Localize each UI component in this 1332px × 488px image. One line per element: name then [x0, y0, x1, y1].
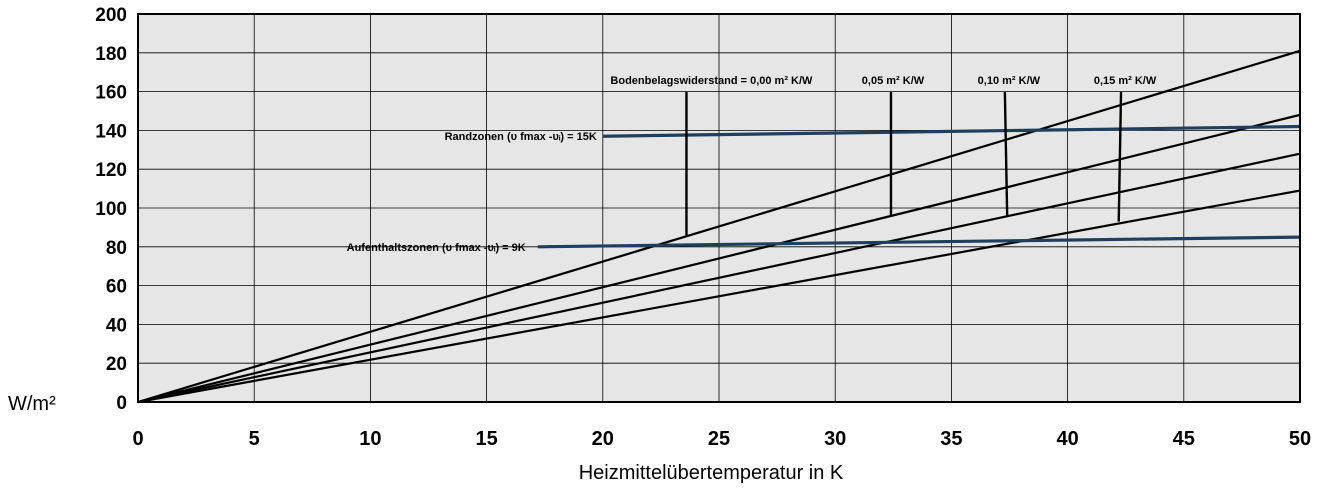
y-tick-label: 80	[106, 238, 127, 259]
series-group	[137, 49, 1301, 404]
x-axis-label: Heizmittelübertemperatur in K	[579, 462, 844, 484]
x-tick-label: 5	[249, 428, 260, 450]
y-tick-label: 200	[95, 5, 127, 26]
y-tick-label: 140	[95, 121, 127, 142]
limit-line-label-1: Randzonen (υ fmax -υᵢ) = 15K	[445, 131, 597, 143]
x-tick-label: 20	[592, 428, 614, 450]
y-tick-label: 100	[95, 199, 127, 220]
y-tick-label: 120	[95, 160, 127, 181]
y-tick-label: 60	[106, 277, 127, 298]
x-tick-label: 10	[359, 428, 381, 450]
x-tick-label: 30	[824, 428, 846, 450]
x-tick-label: 50	[1289, 428, 1311, 450]
series-line-4	[137, 189, 1301, 404]
x-tick-label: 35	[940, 428, 962, 450]
resistance-label-4: 0,15 m² K/W	[1094, 75, 1157, 87]
resistance-label-1: Bodenbelagswiderstand = 0,00 m² K/W	[610, 75, 813, 87]
limit-line-label-2: Aufenthaltszonen (υ fmax -υᵢ) = 9K	[347, 242, 526, 254]
x-tick-labels: 0 5 10 15 20 25 30 35 40 45 50	[132, 428, 1311, 450]
limit-line-2	[537, 235, 1301, 249]
plot-frame	[137, 13, 1301, 403]
y-tick-label: 20	[106, 354, 127, 375]
series-line-1	[137, 49, 1301, 404]
resistance-markers-group	[685, 91, 1123, 236]
annotations-group: Bodenbelagswiderstand = 0,00 m² K/W 0,05 …	[347, 75, 1157, 254]
y-axis-label: W/m²	[8, 393, 56, 415]
resistance-marker-3	[1003, 91, 1009, 216]
resistance-label-2: 0,05 m² K/W	[862, 75, 925, 87]
limit-line-1	[602, 124, 1301, 138]
x-tick-label: 25	[708, 428, 730, 450]
resistance-marker-4	[1117, 91, 1123, 222]
resistance-label-3: 0,10 m² K/W	[978, 75, 1041, 87]
series-line-3	[137, 152, 1301, 404]
series-line-2	[137, 113, 1301, 404]
x-tick-label: 0	[132, 428, 143, 450]
limit-lines-group	[537, 124, 1301, 249]
x-tick-label: 40	[1056, 428, 1078, 450]
x-tick-label: 15	[475, 428, 497, 450]
y-tick-label: 0	[116, 393, 127, 414]
y-tick-labels: 0 20 40 60 80 100 120 140 160 180 200	[95, 5, 127, 414]
y-tick-label: 180	[95, 44, 127, 65]
y-tick-label: 40	[106, 315, 127, 336]
x-tick-label: 45	[1173, 428, 1195, 450]
y-tick-label: 160	[95, 83, 127, 104]
